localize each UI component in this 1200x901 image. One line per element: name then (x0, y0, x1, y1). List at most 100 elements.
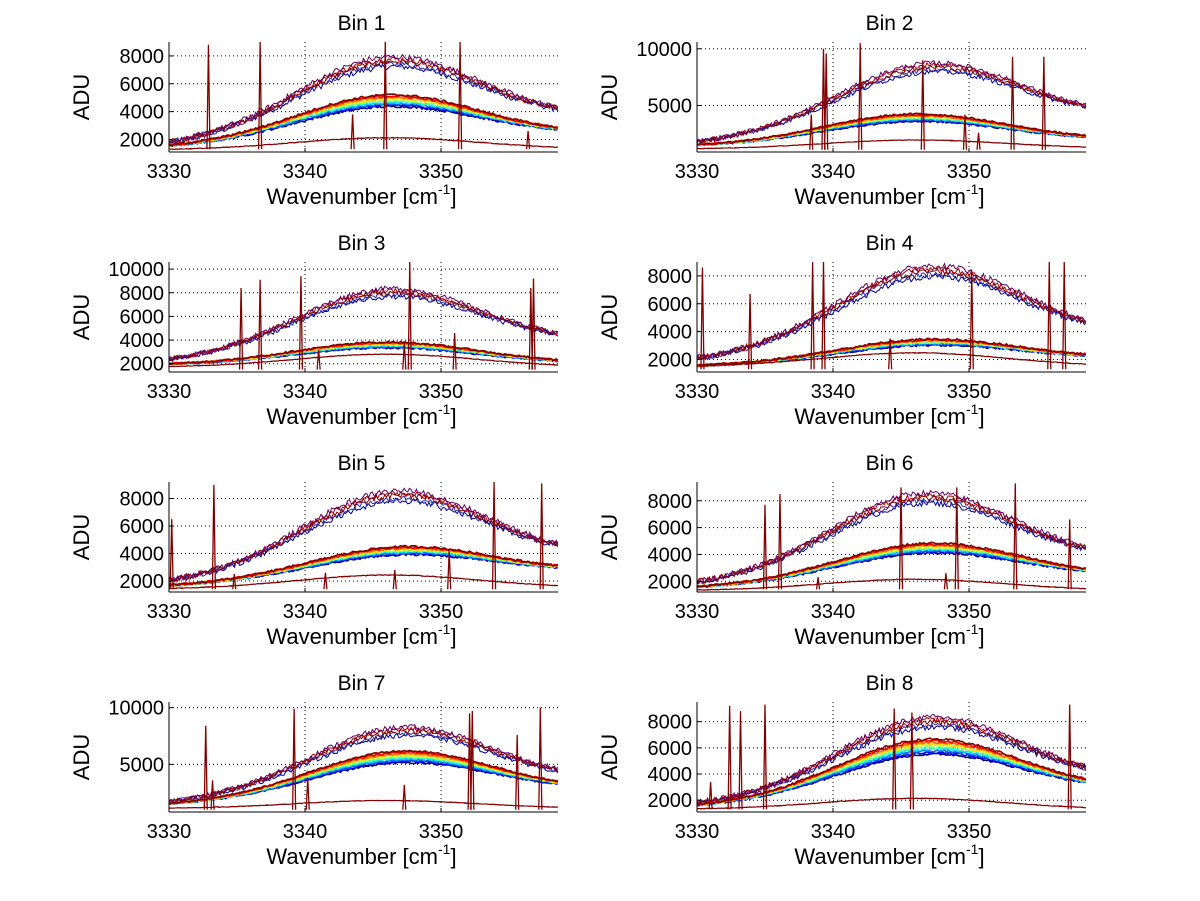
spike-line (383, 41, 388, 150)
spectrum-line-baseline (169, 136, 558, 150)
spike-line (1047, 261, 1052, 370)
y-tick-label: 5000 (648, 96, 693, 118)
spike-line (887, 338, 893, 370)
spike-line (762, 504, 768, 590)
spectrum-line-upper-spectra (697, 489, 1086, 583)
x-axis-label: Wavenumber [cm-1] (794, 621, 984, 649)
subplot-title: Bin 5 (338, 452, 386, 475)
spectrum-line-upper-spectra (697, 65, 1086, 144)
spectrum-line-baseline (697, 797, 1086, 810)
spike-line (969, 270, 974, 370)
y-axis-label: ADU (69, 734, 94, 780)
spike-line (920, 60, 925, 150)
subplot-title: Bin 4 (866, 232, 914, 255)
spike-line (809, 114, 814, 150)
spectrum-line-upper-spectra (169, 724, 558, 804)
spike-line (257, 279, 263, 370)
subplot-bin-6: 3330 3340 3350 2000 4000 6000 8000 Bin 6 ADU Wave… (597, 452, 1086, 649)
spike-line (1013, 483, 1018, 590)
spectrum-line-upper-spectra (697, 262, 1086, 360)
x-axis-label: Wavenumber [cm-1] (794, 841, 984, 869)
y-tick-label: 6000 (648, 738, 693, 760)
spike-line (1010, 56, 1015, 150)
y-tick-label: 10000 (108, 698, 164, 720)
spike-line (305, 777, 310, 810)
y-tick-label: 2000 (120, 571, 165, 593)
subplot-bin-2: 3330 3340 3350 5000 10000 Bin 2 ADU Wavenumber … (597, 12, 1086, 209)
spike-line (291, 708, 297, 810)
subplot-bin-4: 3330 3340 3350 2000 4000 6000 8000 Bin 4 ADU Wave… (597, 232, 1086, 429)
spike-line (525, 131, 531, 150)
spike-line (700, 267, 705, 370)
spike-line (169, 519, 174, 590)
y-axis-label: ADU (69, 74, 94, 120)
spike-line (316, 349, 321, 370)
spike-line (962, 114, 968, 150)
x-tick-label: 3340 (283, 161, 328, 183)
spike-line (727, 705, 732, 810)
spectrum-line-middle-spectra (697, 541, 1086, 588)
x-tick-label: 3330 (147, 381, 192, 403)
spike-line (708, 781, 713, 810)
spike-line (539, 483, 544, 590)
y-tick-label: 4000 (648, 764, 693, 786)
x-tick-label: 3340 (283, 381, 328, 403)
subplot-title: Bin 6 (866, 452, 914, 475)
x-tick-label: 3330 (675, 821, 720, 843)
spike-line (298, 276, 304, 370)
spike-line (954, 487, 959, 590)
y-tick-label: 6000 (648, 294, 693, 316)
y-tick-label: 2000 (648, 571, 693, 593)
y-axis-label: ADU (597, 294, 622, 340)
spike-line (943, 573, 949, 590)
spike-line (1067, 704, 1072, 810)
x-axis-label: Wavenumber [cm-1] (794, 181, 984, 209)
y-tick-label: 6000 (648, 518, 693, 540)
subplot-title: Bin 7 (338, 672, 386, 695)
y-tick-label: 8000 (120, 46, 165, 68)
x-tick-label: 3330 (675, 161, 720, 183)
subplot-title: Bin 1 (338, 12, 386, 35)
spike-line (531, 278, 536, 370)
spike-line (238, 288, 244, 370)
spectrum-line-middle-spectra (169, 96, 558, 148)
spike-line (892, 708, 897, 810)
spectrum-line-middle-spectra (697, 112, 1086, 146)
y-tick-label: 2000 (648, 349, 693, 371)
spike-line (457, 41, 463, 150)
y-tick-label: 8000 (120, 283, 165, 305)
x-tick-label: 3340 (283, 601, 328, 623)
spike-line (858, 43, 863, 150)
plot-area (697, 483, 1086, 591)
x-tick-label: 3350 (419, 601, 464, 623)
y-tick-label: 8000 (648, 712, 693, 734)
spike-line (898, 487, 904, 590)
spectrum-line-baseline (169, 353, 558, 368)
y-tick-label: 8000 (120, 489, 165, 511)
subplot-title: Bin 8 (866, 672, 914, 695)
subplot-bin-7: 3330 3340 3350 5000 10000 Bin 7 ADU Wavenumber … (69, 672, 558, 869)
spike-line (909, 712, 915, 810)
x-tick-label: 3350 (419, 381, 464, 403)
spectrum-line-baseline (697, 139, 1086, 150)
spectrum-line-baseline (169, 799, 558, 809)
y-axis-label: ADU (597, 514, 622, 560)
y-axis-label: ADU (69, 514, 94, 560)
axes-background (697, 42, 1086, 152)
y-tick-label: 4000 (120, 544, 165, 566)
spike-line (491, 481, 497, 590)
y-tick-label: 10000 (636, 39, 692, 61)
spectrum-line-middle-spectra (697, 737, 1086, 806)
y-tick-label: 10000 (108, 259, 164, 281)
spike-line (232, 574, 237, 590)
spike-line (203, 725, 208, 810)
subplot-title: Bin 2 (866, 12, 914, 35)
x-tick-label: 3330 (675, 601, 720, 623)
spectrum-line-upper-spectra (697, 714, 1086, 806)
spectrum-line-upper-spectra (697, 492, 1086, 585)
x-tick-label: 3350 (947, 601, 992, 623)
y-tick-label: 2000 (120, 129, 165, 151)
spike-line (323, 572, 328, 590)
x-tick-label: 3350 (947, 381, 992, 403)
